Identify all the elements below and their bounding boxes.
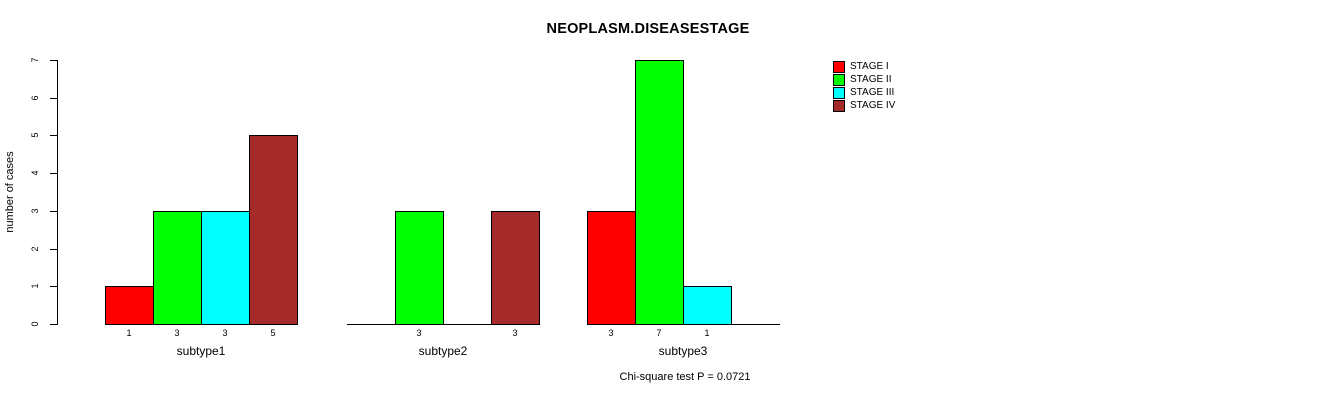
legend-label: STAGE I [850, 61, 889, 72]
bar-stage-iii-subtype1 [201, 211, 250, 325]
bar-stage-ii-subtype3 [635, 60, 684, 325]
y-axis-tick-label: 5 [30, 132, 40, 138]
group-label-subtype1: subtype1 [176, 344, 226, 358]
y-axis-line [57, 60, 58, 325]
chi-square-footnote: Chi-square test P = 0.0721 [619, 371, 751, 383]
y-axis-tick [50, 135, 57, 137]
group-label-subtype3: subtype3 [658, 344, 708, 358]
bar-stage-ii-subtype2 [395, 211, 444, 325]
legend-swatch [833, 99, 845, 112]
y-axis-tick [50, 286, 57, 288]
bar-stage-i-subtype3 [587, 211, 636, 325]
y-axis-tick [50, 60, 57, 61]
bar-value-label: 3 [222, 328, 228, 338]
legend-swatch [833, 73, 845, 86]
legend-item: STAGE I [833, 60, 895, 73]
legend-item: STAGE III [833, 86, 895, 99]
bar-value-label: 3 [416, 328, 422, 338]
y-axis-tick [50, 97, 57, 99]
y-axis-tick [50, 173, 57, 175]
bar-stage-i-subtype1 [105, 286, 154, 325]
legend-label: STAGE III [850, 87, 895, 98]
bar-value-label: 3 [608, 328, 614, 338]
bar-value-label: 1 [126, 328, 132, 338]
bar-stage-iv-subtype2 [491, 211, 540, 325]
legend-item: STAGE IV [833, 99, 895, 112]
y-axis-tick-label: 2 [30, 246, 40, 252]
y-axis-tick-label: 3 [30, 208, 40, 214]
y-axis-tick [50, 210, 57, 212]
legend-label: STAGE II [850, 74, 892, 85]
bar-value-label: 7 [656, 328, 662, 338]
y-axis-tick-label: 0 [30, 321, 40, 327]
bar-value-label: 5 [270, 328, 276, 338]
y-axis-tick-label: 7 [30, 57, 40, 63]
bar-stage-iii-subtype3 [683, 286, 732, 325]
group-label-subtype2: subtype2 [418, 344, 468, 358]
chart-title: NEOPLASM.DISEASESTAGE [546, 21, 750, 37]
y-axis-tick-label: 1 [30, 283, 40, 289]
y-axis-tick-label: 6 [30, 95, 40, 101]
y-axis-tick-label: 4 [30, 170, 40, 176]
legend-swatch [833, 60, 845, 73]
legend-label: STAGE IV [850, 100, 896, 111]
y-axis-tick [50, 324, 57, 325]
bar-stage-ii-subtype1 [153, 211, 202, 325]
y-axis-tick [50, 248, 57, 250]
bar-value-label: 1 [704, 328, 710, 338]
bar-value-label: 3 [512, 328, 518, 338]
legend: STAGE I STAGE II STAGE III STAGE IV [833, 60, 895, 112]
legend-swatch [833, 86, 845, 99]
legend-item: STAGE II [833, 73, 895, 86]
bar-value-label: 3 [174, 328, 180, 338]
bar-stage-iv-subtype1 [249, 135, 298, 325]
